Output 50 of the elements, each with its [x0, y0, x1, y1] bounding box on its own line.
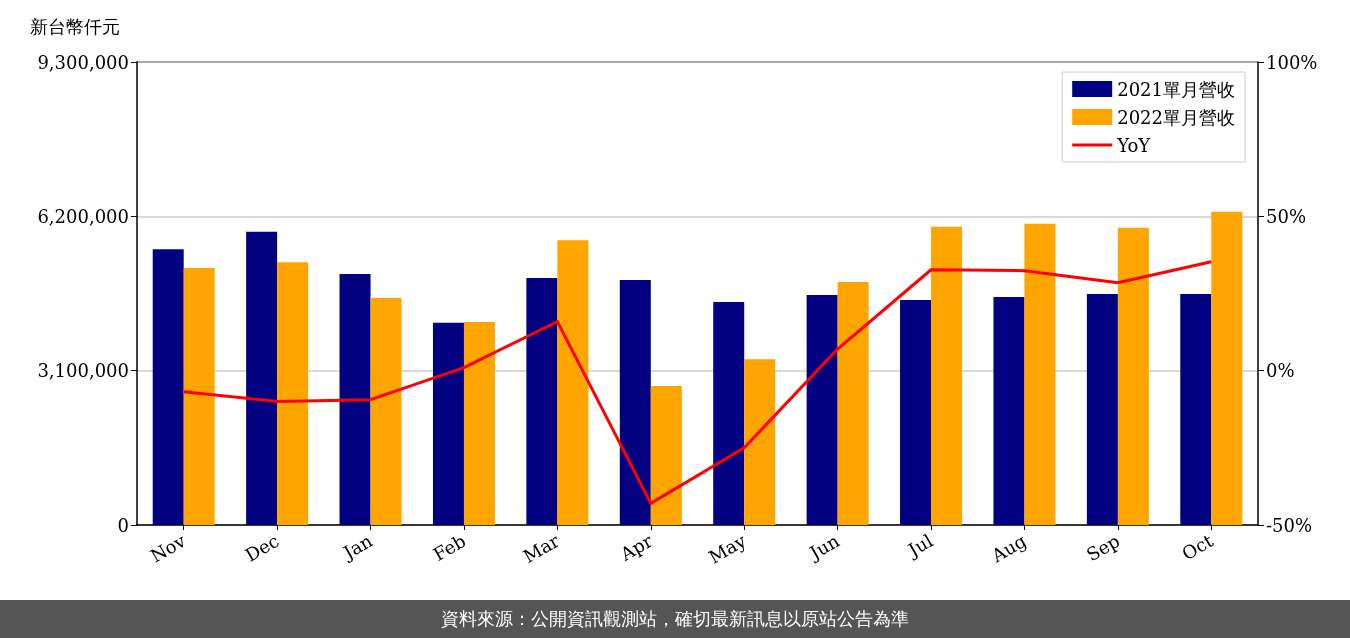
bar	[277, 262, 309, 525]
bar	[463, 321, 495, 525]
x-tick-label: Jan	[338, 529, 377, 564]
y-axis-title: 新台幣仟元	[30, 15, 120, 37]
bar	[900, 299, 932, 525]
bar	[246, 231, 278, 525]
y2-tick-label: -50%	[1266, 514, 1313, 536]
x-tick-label: Sep	[1082, 529, 1124, 566]
bar	[432, 322, 464, 525]
bar	[806, 294, 838, 525]
x-tick-label: Jul	[902, 529, 937, 562]
y-tick-label: 0	[117, 514, 129, 536]
bar	[1024, 223, 1056, 525]
bar	[1180, 294, 1212, 525]
bar	[339, 274, 371, 525]
bar	[152, 249, 184, 525]
x-tick-label: Apr	[616, 529, 657, 566]
y2-tick-label: 0%	[1266, 360, 1295, 382]
y2-tick-label: 100%	[1266, 51, 1318, 73]
x-tick-label: Nov	[146, 529, 190, 567]
x-tick-label: Oct	[1178, 529, 1218, 565]
bar	[744, 359, 776, 525]
y2-tick-label: 50%	[1266, 205, 1307, 227]
x-tick-label: Aug	[987, 529, 1030, 567]
x-tick-label: Feb	[429, 529, 470, 565]
bar	[370, 297, 402, 525]
y-tick-label: 6,200,000	[37, 205, 129, 227]
source-note: 資料來源：公開資訊觀測站，確切最新訊息以原站公告為準	[0, 600, 1350, 638]
y-tick-label: 9,300,000	[37, 51, 129, 73]
line-series	[182, 260, 1213, 505]
legend-label: 2021單月營收	[1117, 78, 1235, 100]
bar	[557, 240, 589, 525]
legend-label: YoY	[1116, 134, 1152, 156]
x-tick-label: May	[704, 529, 751, 568]
y-tick-label: 3,100,000	[37, 360, 129, 382]
bar	[1086, 294, 1118, 525]
bar	[837, 282, 869, 525]
bar	[183, 268, 215, 525]
bar	[526, 278, 558, 525]
bar	[993, 296, 1025, 525]
bar	[650, 386, 682, 525]
bar	[1117, 227, 1149, 525]
bar	[931, 226, 963, 525]
bar	[713, 301, 745, 525]
x-tick-label: Jun	[804, 529, 844, 565]
legend-label: 2022單月營收	[1117, 106, 1235, 128]
bar	[1211, 211, 1243, 525]
x-tick-label: Dec	[241, 529, 283, 566]
x-tick-label: Mar	[519, 529, 563, 567]
bar	[619, 280, 651, 525]
